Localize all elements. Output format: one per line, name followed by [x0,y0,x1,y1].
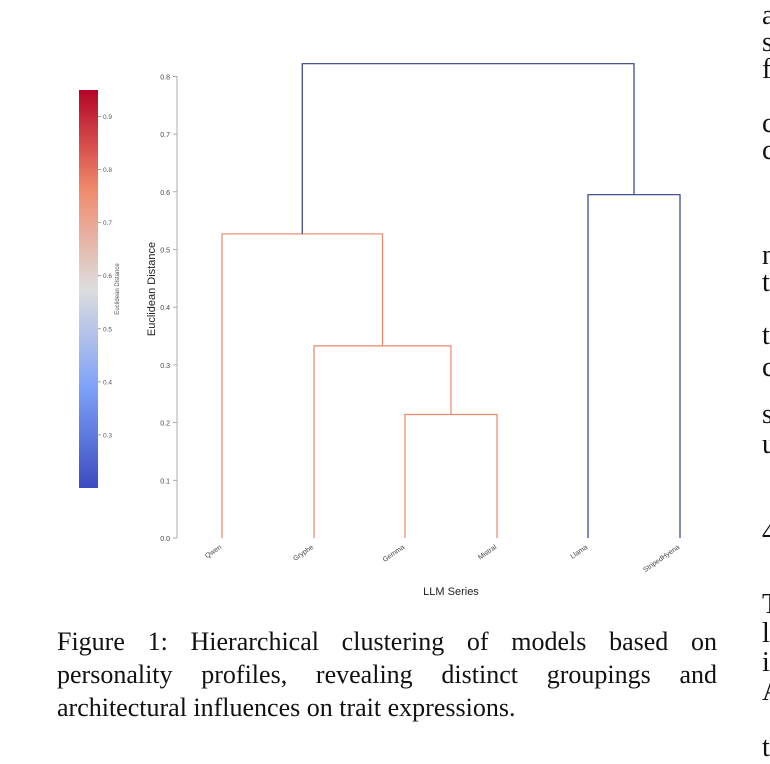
y-tick-label: 0.6 [160,190,170,197]
right-column-letter: i [762,647,770,678]
leaf-label: Qwen [204,544,223,560]
right-column-letter: s [762,399,770,430]
colorbar-label: Euclidean Distance [115,263,121,315]
colorbar-tick-label: 0.6 [103,273,112,280]
leaf-labels: Qwen Gryphe Gemma Mistral Llama StripedHyena [204,544,681,574]
right-column-letter: t [762,732,770,763]
colorbar-ticks: 0.9 0.8 0.7 0.6 0.5 0.4 0.3 [98,114,112,439]
x-axis-label: LLM Series [423,586,479,598]
right-column-letter: T [762,589,770,621]
dendrogram-link [587,194,681,538]
right-column-letter: 4 [762,517,770,548]
y-tick-label: 0.1 [160,478,170,485]
right-column-letter: c [762,352,770,383]
right-column-letter: l [762,618,770,649]
y-tick-label: 0.3 [160,363,170,370]
right-column-letter: t [762,320,770,351]
leaf-label: Gemma [382,544,406,564]
y-tick-label: 0.5 [160,248,170,255]
leaf-label: StripedHyena [642,544,681,574]
y-tick-label: 0.4 [160,305,170,312]
right-column-letter: c [762,135,770,166]
right-column-letter: A [762,676,770,708]
right-column-letter: s [762,27,770,58]
colorbar-gradient [79,90,98,488]
right-column-letter: u [762,429,770,460]
right-column-letter: n [762,240,770,271]
leaf-label: Llama [570,544,590,561]
colorbar-tick-label: 0.9 [103,114,112,121]
right-column-letter: a [762,0,770,31]
colorbar: 0.9 0.8 0.7 0.6 0.5 0.4 0.3 Euclidean Distance [79,90,121,488]
y-axis-label: Euclidean Distance [146,242,158,336]
right-column-letter: t [762,267,770,298]
leaf-label: Mistral [477,544,498,562]
y-tick-label: 0.0 [160,536,170,543]
colorbar-tick-label: 0.5 [103,326,112,333]
y-tick-label: 0.8 [160,74,170,81]
y-axis-ticks: 0.0 0.1 0.2 0.3 0.4 0.5 0.6 0.7 0.8 [160,74,177,543]
dendrogram-link [313,345,452,538]
colorbar-tick-label: 0.7 [103,220,112,227]
right-column-letter: f [762,54,770,85]
colorbar-tick-label: 0.4 [103,379,112,386]
y-tick-label: 0.2 [160,421,170,428]
dendrogram-link [221,233,384,538]
plot-area: 0.0 0.1 0.2 0.3 0.4 0.5 0.6 0.7 0.8 Euclidean Di… [146,63,681,598]
dendrogram-link [404,413,498,538]
right-column-letter: c [762,108,770,139]
y-tick-label: 0.7 [160,132,170,139]
colorbar-tick-label: 0.8 [103,167,112,174]
dendrogram-links [221,63,681,538]
dendrogram-link [301,63,635,234]
colorbar-tick-label: 0.3 [103,432,112,439]
leaf-label: Gryphe [292,544,315,563]
figure-caption: Figure 1: Hierarchical clustering of mod… [57,627,717,722]
right-column-text: asfccnttcsu4TliAt [762,0,770,763]
